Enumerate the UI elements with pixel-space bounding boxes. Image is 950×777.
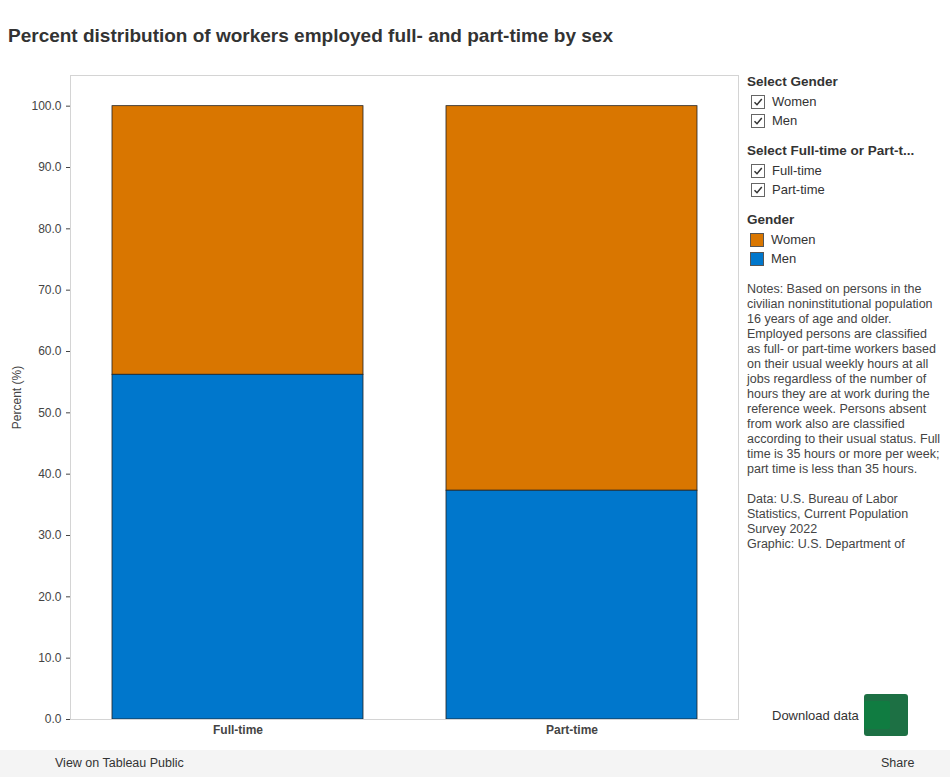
html-text:Men: Men [772,113,798,128]
html-text:Select Full-time or Part-t...: Select Full-time or Part-t... [747,143,915,158]
html-text:Women: Women [771,232,816,247]
html-text:Full-time: Full-time [772,163,822,178]
html-text:Graphic: U.S. Department of: Graphic: U.S. Department of [747,537,905,551]
svg-text:40.0: 40.0 [38,467,62,481]
svg-text:10.0: 10.0 [38,651,62,665]
svg-text:20.0: 20.0 [38,590,62,604]
html-text:Select Gender: Select Gender [747,74,838,89]
svg-text:Percent (%): Percent (%) [10,366,24,429]
svg-text:0.0: 0.0 [45,712,62,726]
html-text:Men: Men [771,251,797,266]
html-text:View on Tableau Public: View on Tableau Public [55,756,184,770]
svg-text:Full-time: Full-time [213,723,263,737]
html-text:Download data: Download data [772,708,859,723]
svg-text:30.0: 30.0 [38,528,62,542]
svg-text:70.0: 70.0 [38,283,62,297]
html-text:Notes: Based on persons in the: Notes: Based on persons in the civilian … [747,282,941,476]
html-text:Percent distribution of worker: Percent distribution of workers employed… [8,25,613,46]
svg-text:50.0: 50.0 [38,406,62,420]
html-text:Data: U.S. Bureau of Labor Sta: Data: U.S. Bureau of Labor Statistics, C… [747,492,909,536]
svg-text:100.0: 100.0 [31,99,61,113]
html-text:Gender: Gender [747,212,795,227]
html-text:Part-time: Part-time [772,182,825,197]
html-text:Women: Women [772,94,817,109]
html-text:Share: Share [881,756,915,770]
svg-text:90.0: 90.0 [38,160,62,174]
svg-text:Part-time: Part-time [546,723,598,737]
svg-text:80.0: 80.0 [38,222,62,236]
svg-text:60.0: 60.0 [38,344,62,358]
